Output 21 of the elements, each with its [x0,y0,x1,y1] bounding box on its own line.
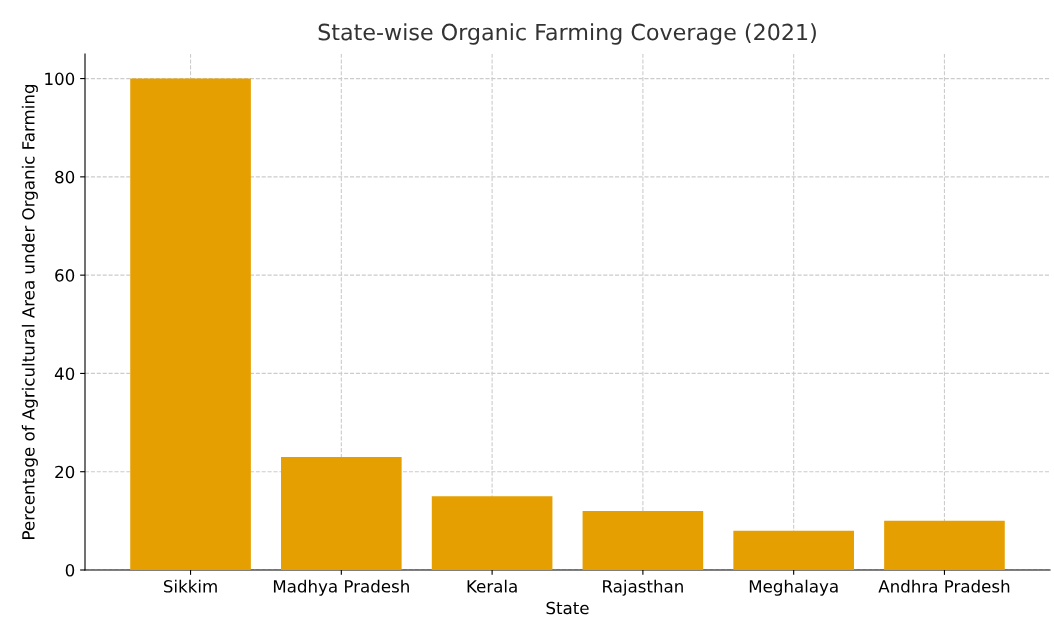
x-tick-label: Andhra Pradesh [878,579,1010,593]
x-tick-label: Sikkim [163,579,217,593]
bar [431,496,553,570]
y-tick-label: 100 [45,72,75,86]
x-axis-title: State [546,601,589,615]
x-tick-label: Meghalaya [749,579,838,596]
x-tick-label: Madhya Pradesh [273,579,409,596]
x-tick-label: Kerala [467,579,517,593]
y-tick-label: 60 [55,269,75,282]
chart-title: State-wise Organic Farming Coverage (2021) [318,23,816,45]
bar [884,520,1005,570]
y-tick-label: 40 [54,367,75,380]
bar [130,78,251,570]
bar [281,456,402,570]
y-axis-title: Percentage of Agricultural Area under Organic Farming [21,84,38,539]
bar [582,511,704,570]
y-tick-label: 80 [55,170,75,184]
x-tick-label: Rajasthan [603,579,683,596]
y-tick-label: 20 [55,465,75,479]
bar [733,530,854,570]
y-tick-label: 0 [65,563,75,577]
